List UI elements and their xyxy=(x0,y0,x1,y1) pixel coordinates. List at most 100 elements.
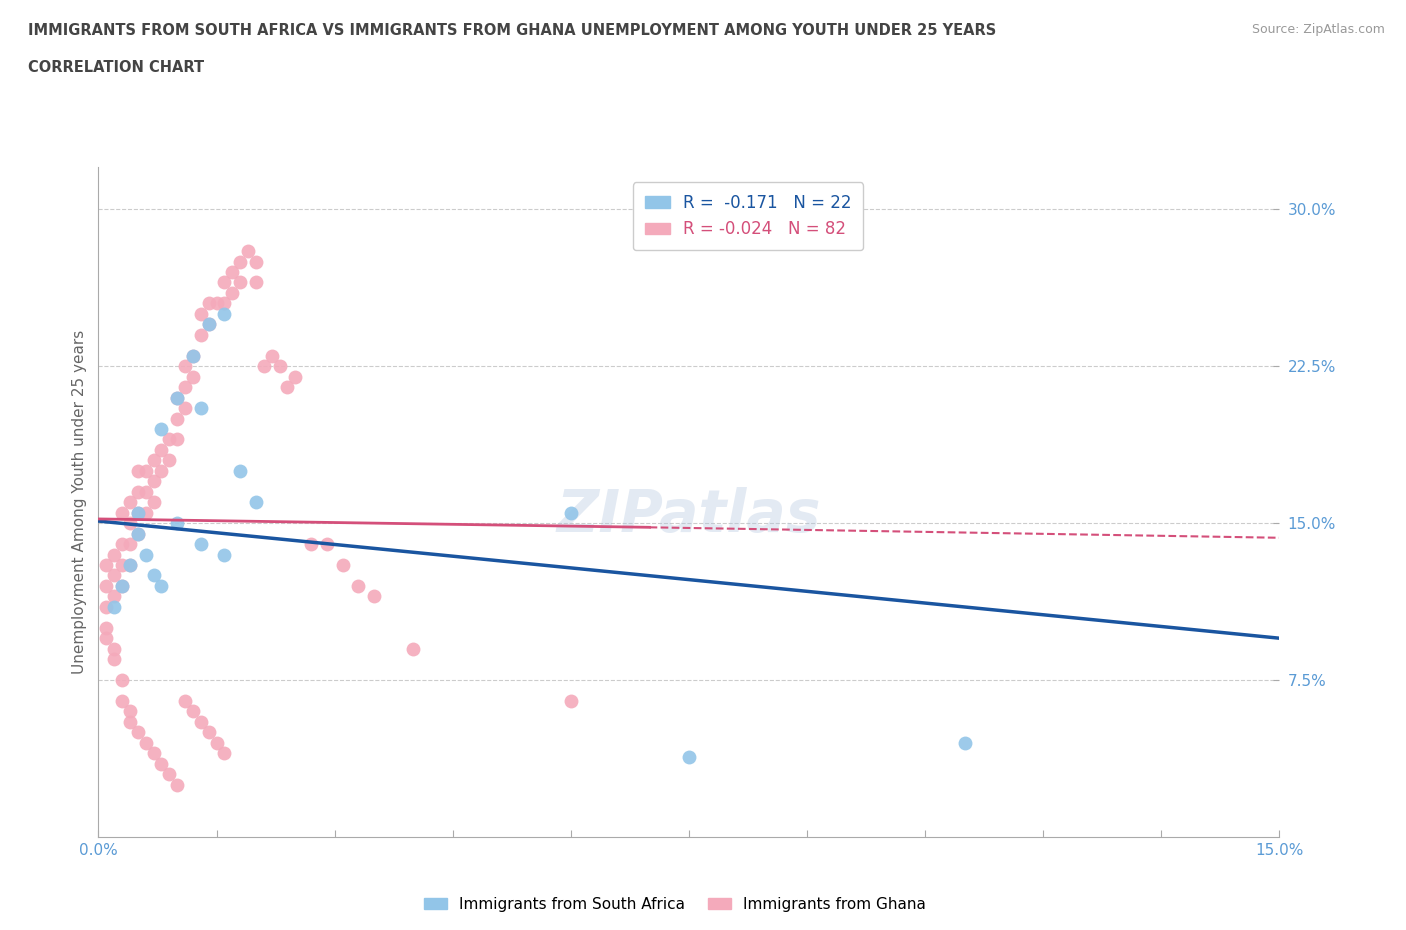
Legend: Immigrants from South Africa, Immigrants from Ghana: Immigrants from South Africa, Immigrants… xyxy=(418,891,932,918)
Point xyxy=(118,537,141,551)
Point xyxy=(135,505,157,520)
Point xyxy=(118,558,141,573)
Point xyxy=(181,349,204,364)
Point xyxy=(135,463,157,478)
Point xyxy=(166,516,188,531)
Point xyxy=(103,589,125,604)
Point xyxy=(118,558,141,573)
Point xyxy=(150,578,173,593)
Point xyxy=(953,736,976,751)
Point xyxy=(315,537,337,551)
Point xyxy=(245,254,267,269)
Point xyxy=(111,578,134,593)
Point xyxy=(118,714,141,729)
Point xyxy=(190,327,212,342)
Point xyxy=(118,516,141,531)
Point xyxy=(174,379,197,394)
Point xyxy=(197,317,219,332)
Point xyxy=(103,547,125,562)
Point xyxy=(157,453,180,468)
Point xyxy=(96,578,118,593)
Point xyxy=(103,642,125,657)
Point xyxy=(347,578,370,593)
Point xyxy=(96,620,118,635)
Point xyxy=(190,307,212,322)
Point xyxy=(181,349,204,364)
Point xyxy=(181,704,204,719)
Point xyxy=(111,694,134,709)
Text: ZIPatlas: ZIPatlas xyxy=(557,487,821,544)
Point xyxy=(96,600,118,615)
Point xyxy=(190,537,212,551)
Point xyxy=(142,568,165,583)
Point xyxy=(678,750,700,764)
Text: CORRELATION CHART: CORRELATION CHART xyxy=(28,60,204,75)
Point xyxy=(157,432,180,447)
Point xyxy=(245,275,267,290)
Point xyxy=(127,526,149,541)
Point xyxy=(127,526,149,541)
Point xyxy=(190,714,212,729)
Point xyxy=(166,432,188,447)
Legend: R =  -0.171   N = 22, R = -0.024   N = 82: R = -0.171 N = 22, R = -0.024 N = 82 xyxy=(633,182,863,250)
Point xyxy=(214,296,236,311)
Point xyxy=(197,725,219,740)
Point xyxy=(197,317,219,332)
Point xyxy=(245,495,267,510)
Y-axis label: Unemployment Among Youth under 25 years: Unemployment Among Youth under 25 years xyxy=(72,330,87,674)
Point xyxy=(560,505,582,520)
Point xyxy=(236,244,259,259)
Point xyxy=(142,746,165,761)
Point xyxy=(269,359,291,374)
Point xyxy=(166,391,188,405)
Point xyxy=(96,631,118,645)
Point xyxy=(276,379,298,394)
Point xyxy=(402,642,425,657)
Point xyxy=(229,254,252,269)
Point xyxy=(150,463,173,478)
Point xyxy=(166,777,188,792)
Point xyxy=(214,547,236,562)
Point xyxy=(166,391,188,405)
Point xyxy=(221,265,243,280)
Point xyxy=(332,558,354,573)
Point xyxy=(103,652,125,667)
Text: IMMIGRANTS FROM SOUTH AFRICA VS IMMIGRANTS FROM GHANA UNEMPLOYMENT AMONG YOUTH U: IMMIGRANTS FROM SOUTH AFRICA VS IMMIGRAN… xyxy=(28,23,997,38)
Point xyxy=(103,600,125,615)
Point xyxy=(221,286,243,300)
Point xyxy=(197,296,219,311)
Point xyxy=(181,369,204,384)
Point xyxy=(111,537,134,551)
Point xyxy=(150,421,173,436)
Point xyxy=(127,485,149,499)
Point xyxy=(96,558,118,573)
Point xyxy=(214,275,236,290)
Point xyxy=(135,547,157,562)
Point xyxy=(111,505,134,520)
Point xyxy=(190,401,212,416)
Point xyxy=(150,443,173,458)
Point xyxy=(174,694,197,709)
Point xyxy=(284,369,307,384)
Point xyxy=(150,756,173,771)
Point xyxy=(135,485,157,499)
Point xyxy=(166,411,188,426)
Point xyxy=(560,694,582,709)
Point xyxy=(118,704,141,719)
Point xyxy=(127,505,149,520)
Point xyxy=(111,672,134,687)
Point xyxy=(142,474,165,489)
Point xyxy=(214,746,236,761)
Point xyxy=(174,401,197,416)
Point xyxy=(142,453,165,468)
Point xyxy=(363,589,385,604)
Point xyxy=(205,296,228,311)
Text: Source: ZipAtlas.com: Source: ZipAtlas.com xyxy=(1251,23,1385,36)
Point xyxy=(111,578,134,593)
Point xyxy=(229,275,252,290)
Point xyxy=(205,736,228,751)
Point xyxy=(127,725,149,740)
Point xyxy=(260,349,283,364)
Point xyxy=(157,766,180,781)
Point xyxy=(253,359,276,374)
